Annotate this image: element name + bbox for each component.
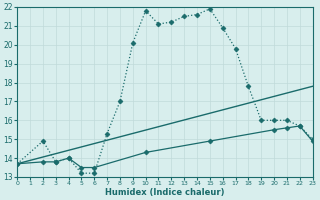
X-axis label: Humidex (Indice chaleur): Humidex (Indice chaleur) — [105, 188, 225, 197]
